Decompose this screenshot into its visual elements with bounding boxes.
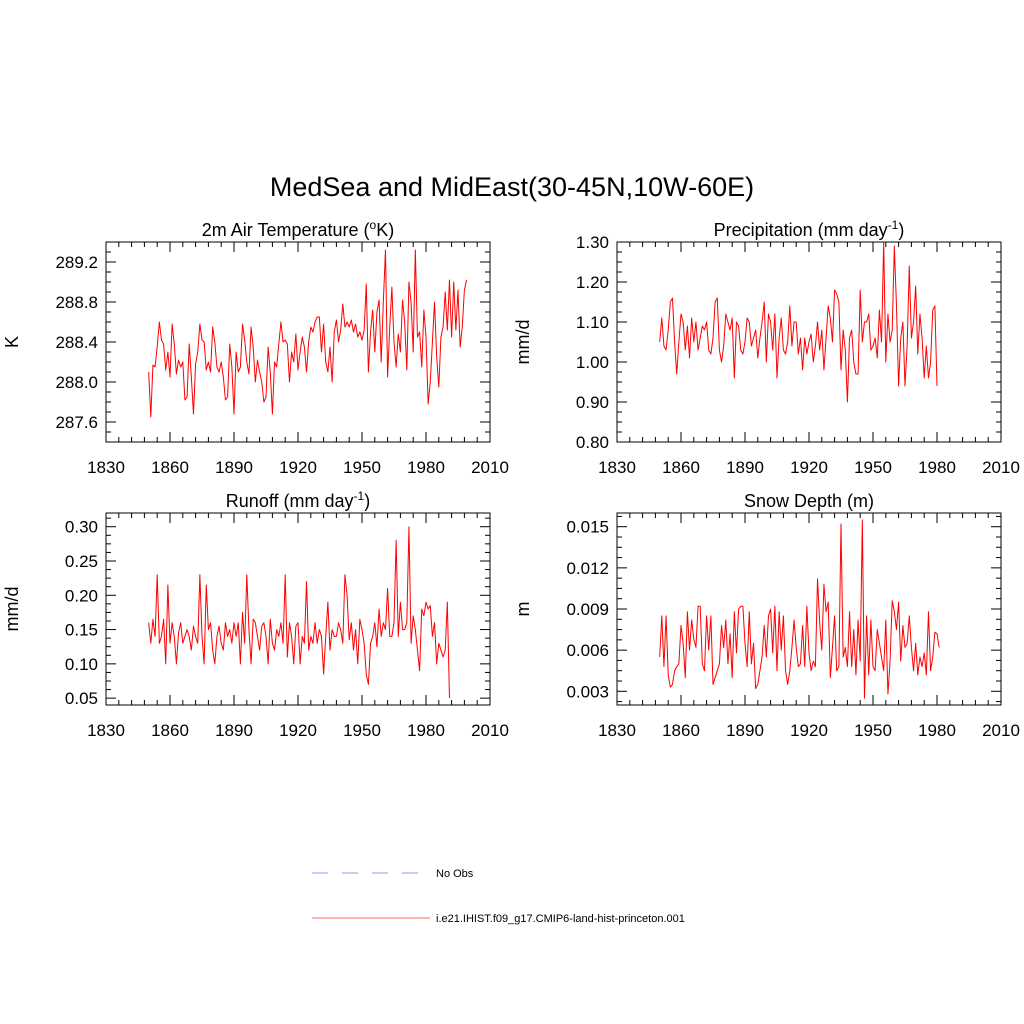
x-tick-label: 1920: [790, 721, 828, 740]
y-tick-label: 288.4: [55, 333, 98, 352]
panel-title-main: 2m Air Temperature (: [202, 220, 370, 240]
y-axis-label: mm/d: [2, 587, 22, 632]
x-tick-label: 1920: [279, 721, 317, 740]
x-tick-label: 1890: [726, 721, 764, 740]
x-tick-label: 1980: [918, 458, 956, 477]
x-tick-label: 1950: [854, 458, 892, 477]
x-tick-label: 1920: [279, 458, 317, 477]
x-tick-label: 1980: [407, 721, 445, 740]
x-tick-label: 1860: [662, 458, 700, 477]
y-axis-label: mm/d: [513, 320, 533, 365]
series-line: [659, 519, 940, 699]
panel-title-superscript: o: [370, 218, 377, 232]
x-tick-label: 2010: [982, 458, 1020, 477]
panel-title: Snow Depth (m): [744, 491, 874, 511]
x-tick-label: 1860: [151, 721, 189, 740]
x-tick-label: 1890: [215, 458, 253, 477]
y-tick-label: 1.20: [576, 273, 609, 292]
x-tick-label: 1830: [598, 721, 636, 740]
panels: 2m Air Temperature (oK) K 1830 1860 1890 1920…: [2, 218, 1020, 740]
x-tick-label: 1890: [726, 458, 764, 477]
x-tick-label: 1830: [87, 458, 125, 477]
chart-panel-1: 2m Air Temperature (oK) K 1830 1860 1890 1920…: [2, 218, 509, 477]
y-tick-label: 0.012: [566, 559, 609, 578]
series-line: [659, 241, 938, 403]
y-tick-label: 0.10: [65, 655, 98, 674]
x-tick-label: 1860: [662, 721, 700, 740]
x-tick-label: 1830: [87, 721, 125, 740]
y-tick-label: 0.25: [65, 552, 98, 571]
x-tick-label: 2010: [471, 721, 509, 740]
x-tick-label: 1830: [598, 458, 636, 477]
y-tick-label: 287.6: [55, 413, 98, 432]
x-tick-label: 1980: [407, 458, 445, 477]
panel-title-main: Snow Depth (m): [744, 491, 874, 511]
legend: No Obs i.e21.IHIST.f09_g17.CMIP6-land-hi…: [312, 868, 685, 925]
x-tick-label: 2010: [982, 721, 1020, 740]
x-tick-label: 1950: [343, 721, 381, 740]
panel-title-end: ): [898, 220, 904, 240]
y-tick-label: 0.90: [576, 393, 609, 412]
y-tick-label: 0.015: [566, 518, 609, 537]
y-tick-label: 1.30: [576, 233, 609, 252]
x-tick-label: 1980: [918, 721, 956, 740]
panel-title: Runoff (mm day-1): [226, 489, 370, 511]
x-tick-label: 2010: [471, 458, 509, 477]
x-tick-label: 1950: [854, 721, 892, 740]
x-tick-label: 1890: [215, 721, 253, 740]
series-line: [148, 249, 468, 418]
legend-model-label: i.e21.IHIST.f09_g17.CMIP6-land-hist-prin…: [436, 913, 685, 925]
plot-frame: [105, 512, 491, 706]
panel-title: Precipitation (mm day-1): [714, 218, 905, 240]
series-line: [148, 526, 450, 699]
y-tick-label: 289.2: [55, 253, 98, 272]
chart-panel-2: Precipitation (mm day-1) mm/d 1830 1860 1890…: [513, 218, 1020, 477]
y-tick-label: 1.10: [576, 313, 609, 332]
x-tick-label: 1920: [790, 458, 828, 477]
y-tick-label: 288.8: [55, 293, 98, 312]
panel-title-main: Runoff (mm day: [226, 491, 354, 511]
y-tick-label: 1.00: [576, 353, 609, 372]
panel-title-end: ): [364, 491, 370, 511]
panel-title-superscript: -1: [354, 489, 365, 503]
y-tick-label: 0.20: [65, 586, 98, 605]
x-tick-label: 1860: [151, 458, 189, 477]
y-tick-label: 0.003: [566, 682, 609, 701]
x-tick-label: 1950: [343, 458, 381, 477]
chart-panel-3: Runoff (mm day-1) mm/d 1830 1860 1890 1920 195…: [2, 489, 509, 740]
y-tick-label: 0.80: [576, 433, 609, 452]
y-tick-label: 0.15: [65, 621, 98, 640]
panel-title: 2m Air Temperature (oK): [202, 218, 394, 240]
chart-panel-4: Snow Depth (m) m 1830 1860 1890 1920 1950 1980 2…: [513, 491, 1020, 740]
y-axis-label: m: [513, 602, 533, 617]
y-tick-label: 0.30: [65, 518, 98, 537]
y-tick-label: 0.009: [566, 600, 609, 619]
main-title: MedSea and MidEast(30-45N,10W-60E): [270, 172, 754, 202]
y-tick-label: 0.05: [65, 689, 98, 708]
y-tick-label: 288.0: [55, 373, 98, 392]
panel-title-end: K): [376, 220, 394, 240]
plot-frame: [616, 512, 1002, 706]
panel-title-superscript: -1: [888, 218, 899, 232]
y-axis-label: K: [2, 336, 22, 348]
y-tick-label: 0.006: [566, 641, 609, 660]
legend-obs-label: No Obs: [436, 868, 474, 880]
panel-title-main: Precipitation (mm day: [714, 220, 888, 240]
